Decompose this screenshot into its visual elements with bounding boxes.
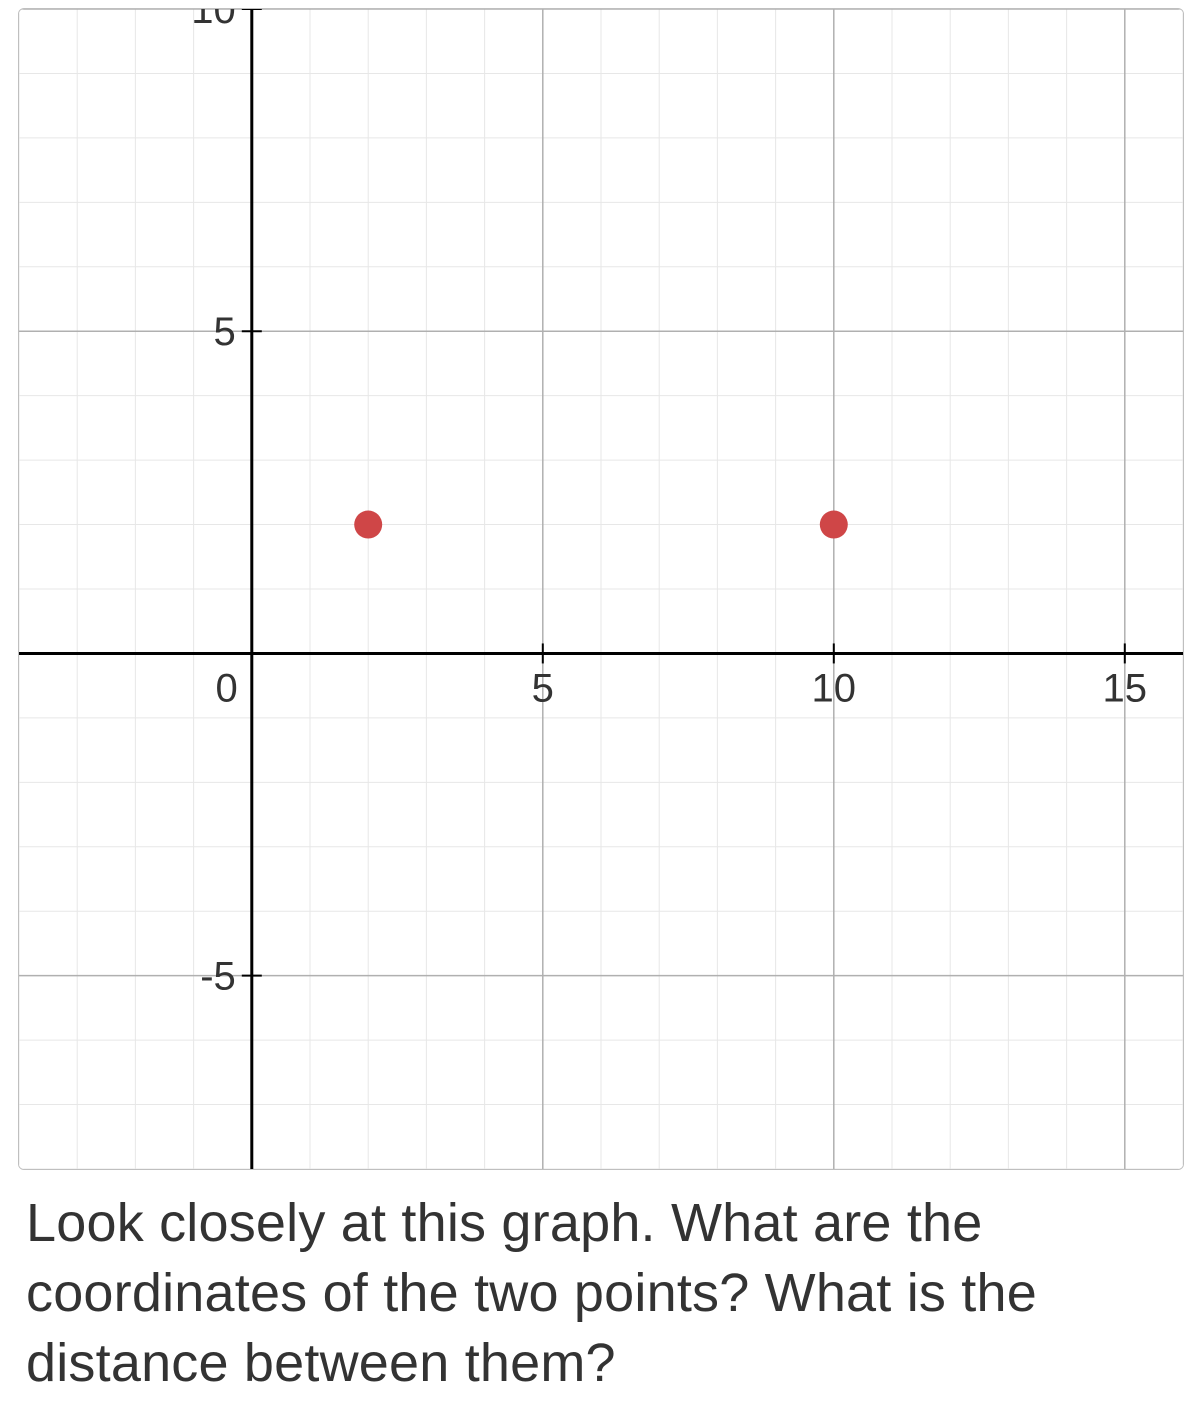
- svg-text:10: 10: [812, 666, 857, 710]
- question-text: Look closely at this graph. What are the…: [26, 1188, 1174, 1399]
- svg-text:0: 0: [216, 666, 238, 710]
- svg-text:-5: -5: [200, 955, 236, 999]
- svg-text:15: 15: [1103, 666, 1148, 710]
- coordinate-graph: 0 5 10 15 -5 5 10: [18, 8, 1184, 1170]
- svg-text:10: 10: [191, 9, 236, 32]
- svg-text:5: 5: [532, 666, 554, 710]
- svg-text:5: 5: [214, 310, 236, 354]
